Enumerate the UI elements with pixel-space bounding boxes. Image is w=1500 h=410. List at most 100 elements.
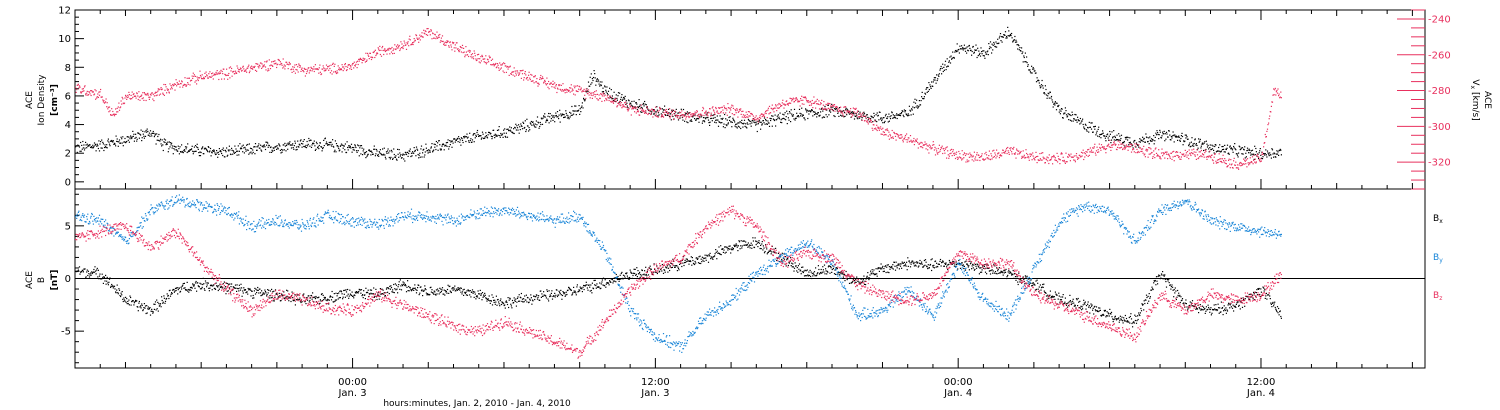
vx-point — [735, 112, 737, 114]
density-point — [383, 147, 385, 149]
vx-point — [627, 109, 630, 111]
bx-point — [192, 284, 194, 286]
vx-point — [870, 120, 872, 122]
density-point — [943, 66, 945, 68]
density-point — [787, 113, 789, 115]
bx-point — [244, 289, 247, 291]
density-point — [341, 151, 343, 153]
density-point — [307, 143, 309, 145]
density-point — [574, 105, 576, 107]
vx-point — [105, 101, 107, 103]
density-point — [770, 118, 772, 120]
density-point — [1088, 131, 1090, 133]
vx-point — [1031, 154, 1033, 156]
density-point — [1157, 133, 1159, 136]
density-point — [935, 82, 937, 84]
density-point — [471, 139, 474, 141]
vx-point — [716, 111, 718, 113]
vx-point — [1208, 155, 1210, 157]
vx-point — [1111, 146, 1113, 148]
vx-point — [675, 115, 677, 118]
vx-point — [574, 87, 576, 89]
density-point — [1050, 97, 1052, 99]
vx-point — [632, 107, 635, 109]
density-point — [912, 106, 914, 108]
density-point — [548, 122, 550, 124]
bx-point — [267, 292, 269, 294]
vx-point — [266, 60, 268, 62]
vx-point — [188, 77, 190, 79]
density-point — [112, 140, 114, 142]
vx-point — [592, 92, 595, 94]
vx-point — [1095, 154, 1097, 156]
vx-point — [461, 47, 463, 49]
density-point — [263, 144, 265, 146]
density-point — [936, 74, 938, 76]
density-point — [873, 112, 875, 114]
vx-point — [720, 112, 722, 114]
bx-point — [278, 296, 280, 298]
density-point — [565, 110, 567, 112]
vx-point — [1227, 165, 1229, 167]
density-point — [1026, 62, 1028, 64]
vx-point — [677, 115, 680, 117]
density-point — [917, 106, 919, 108]
density-point — [634, 106, 636, 108]
vx-point — [998, 157, 1000, 159]
vx-point — [1152, 157, 1154, 159]
density-point — [788, 111, 791, 113]
vx-point — [207, 77, 209, 79]
density-point — [1009, 33, 1012, 35]
vx-point — [1239, 162, 1241, 164]
density-point — [377, 153, 379, 156]
vx-point — [741, 116, 743, 118]
density-point — [528, 127, 530, 129]
vx-point — [1221, 158, 1224, 160]
vx-point — [876, 124, 878, 126]
density-point — [852, 112, 854, 114]
vx-point — [768, 113, 770, 115]
vx-point — [589, 91, 591, 93]
density-point — [112, 141, 114, 143]
vx-point — [831, 105, 833, 108]
vx-point — [286, 61, 288, 63]
vx-point — [700, 114, 702, 116]
density-point — [273, 149, 275, 151]
vx-point — [267, 68, 269, 70]
density-point — [1261, 158, 1264, 160]
density-point — [1172, 131, 1174, 133]
density-point — [128, 141, 130, 143]
vx-point — [228, 67, 230, 69]
vx-point — [1122, 148, 1124, 151]
density-point — [106, 147, 108, 149]
bx-point — [153, 308, 155, 310]
density-point — [77, 144, 79, 146]
vx-point — [824, 107, 826, 109]
density-point — [731, 126, 733, 128]
density-point — [1108, 139, 1110, 141]
density-point — [630, 102, 632, 105]
density-point — [657, 112, 660, 114]
bx-point — [328, 299, 330, 301]
vx-point — [87, 94, 89, 96]
vx-point — [936, 152, 938, 154]
density-point — [791, 113, 793, 115]
vx-point — [1255, 162, 1257, 164]
vx-point — [1058, 158, 1060, 161]
bx-point — [309, 299, 311, 302]
density-point — [122, 145, 124, 147]
vx-point — [213, 74, 215, 76]
vx-point — [1066, 161, 1068, 163]
vx-point — [552, 80, 554, 82]
density-point — [521, 125, 523, 127]
bx-point — [205, 282, 207, 284]
density-point — [620, 98, 622, 100]
density-point — [120, 142, 122, 144]
density-point — [423, 148, 425, 150]
density-point — [933, 79, 935, 81]
vx-point — [737, 116, 739, 118]
vx-point — [1239, 161, 1241, 164]
vx-point — [1138, 144, 1140, 146]
vx-point — [650, 112, 652, 114]
density-point — [828, 110, 831, 112]
